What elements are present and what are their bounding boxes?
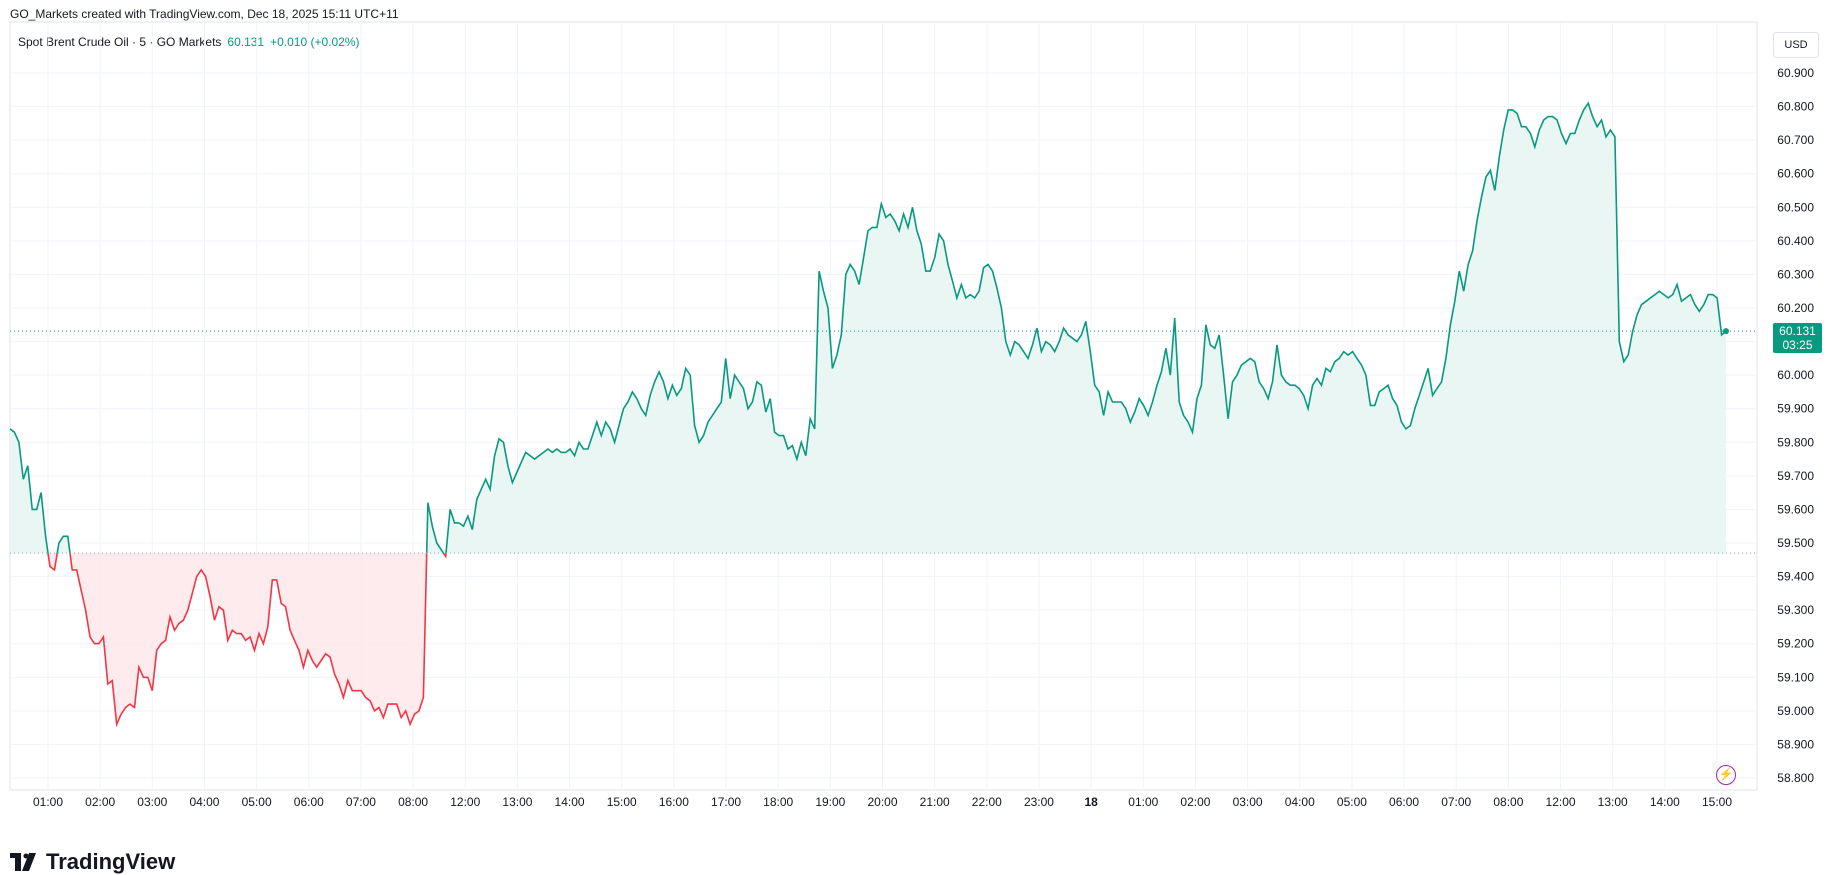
x-tick-label: 12:00 xyxy=(450,795,480,809)
x-tick-label: 12:00 xyxy=(1546,795,1576,809)
x-tick-label: 14:00 xyxy=(555,795,585,809)
x-tick-label: 03:00 xyxy=(1233,795,1263,809)
x-tick-label: 18 xyxy=(1084,795,1098,809)
x-tick-label: 15:00 xyxy=(607,795,637,809)
y-tick-label: 60.900 xyxy=(1777,66,1814,80)
area-fill-up xyxy=(10,428,49,554)
y-tick-label: 60.700 xyxy=(1777,133,1814,147)
symbol-title[interactable]: Spot Brent Crude Oil · 5 · GO Markets xyxy=(18,35,222,49)
x-tick-label: 07:00 xyxy=(1441,795,1471,809)
x-tick-label: 02:00 xyxy=(1180,795,1210,809)
x-tick-label: 05:00 xyxy=(242,795,272,809)
x-tick-label: 01:00 xyxy=(33,795,63,809)
y-tick-label: 59.600 xyxy=(1777,502,1814,516)
price-line-down xyxy=(69,552,428,728)
x-tick-label: 01:00 xyxy=(1128,795,1158,809)
y-tick-label: 59.400 xyxy=(1777,570,1814,584)
last-price-badge: 60.131 03:25 xyxy=(1773,323,1822,354)
x-tick-label: 07:00 xyxy=(346,795,376,809)
y-tick-label: 60.500 xyxy=(1777,200,1814,214)
price-line-up xyxy=(56,535,71,554)
last-price-dot xyxy=(1723,328,1729,335)
y-tick-label: 58.800 xyxy=(1777,771,1814,785)
chart-attribution: GO_Markets created with TradingView.com,… xyxy=(10,7,399,21)
x-tick-label: 05:00 xyxy=(1337,795,1367,809)
x-tick-label: 14:00 xyxy=(1650,795,1680,809)
y-tick-label: 59.500 xyxy=(1777,536,1814,550)
x-tick-label: 16:00 xyxy=(659,795,689,809)
y-tick-label: 59.200 xyxy=(1777,637,1814,651)
area-fill-down xyxy=(70,553,427,725)
price-line-down xyxy=(47,552,58,572)
x-tick-label: 22:00 xyxy=(972,795,1002,809)
brand-name: TradingView xyxy=(46,849,176,874)
x-tick-label: 13:00 xyxy=(1598,795,1628,809)
price-line-up xyxy=(445,101,1727,554)
lightning-icon[interactable]: ⚡ xyxy=(1716,765,1736,785)
y-tick-label: 60.800 xyxy=(1777,100,1814,114)
x-tick-label: 13:00 xyxy=(502,795,532,809)
x-tick-label: 03:00 xyxy=(137,795,167,809)
x-tick-label: 18:00 xyxy=(763,795,793,809)
y-tick-label: 59.900 xyxy=(1777,402,1814,416)
x-tick-label: 06:00 xyxy=(1389,795,1419,809)
x-tick-label: 20:00 xyxy=(867,795,897,809)
price-change: +0.010 (+0.02%) xyxy=(270,35,360,49)
y-tick-label: 59.000 xyxy=(1777,704,1814,718)
price-line-up xyxy=(9,428,49,554)
y-tick-label: 60.300 xyxy=(1777,267,1814,281)
badge-price: 60.131 xyxy=(1779,324,1816,339)
x-tick-label: 17:00 xyxy=(711,795,741,809)
price-line-up xyxy=(425,502,445,554)
y-tick-label: 59.300 xyxy=(1777,603,1814,617)
y-tick-label: 60.400 xyxy=(1777,234,1814,248)
x-tick-label: 19:00 xyxy=(815,795,845,809)
area-fill-up xyxy=(445,103,1726,554)
y-tick-label: 60.200 xyxy=(1777,301,1814,315)
y-tick-label: 59.100 xyxy=(1777,670,1814,684)
y-tick-label: 59.700 xyxy=(1777,469,1814,483)
y-tick-label: 59.800 xyxy=(1777,435,1814,449)
last-price: 60.131 xyxy=(227,35,265,49)
price-line-down xyxy=(442,552,447,559)
tradingview-logo[interactable]: TradingView xyxy=(10,849,175,875)
y-tick-label: 60.600 xyxy=(1777,167,1814,181)
currency-selector[interactable]: USD xyxy=(1773,32,1819,58)
x-tick-label: 02:00 xyxy=(85,795,115,809)
x-tick-label: 04:00 xyxy=(1285,795,1315,809)
x-tick-label: 08:00 xyxy=(398,795,428,809)
area-fill-up xyxy=(57,536,71,554)
area-fill-up xyxy=(426,502,444,554)
x-tick-label: 15:00 xyxy=(1702,795,1732,809)
x-tick-label: 21:00 xyxy=(920,795,950,809)
x-tick-label: 23:00 xyxy=(1024,795,1054,809)
y-tick-label: 60.000 xyxy=(1777,368,1814,382)
symbol-legend[interactable]: Spot Brent Crude Oil · 5 · GO Markets 60… xyxy=(18,35,360,49)
x-tick-label: 06:00 xyxy=(294,795,324,809)
badge-countdown: 03:25 xyxy=(1782,338,1813,353)
x-tick-label: 04:00 xyxy=(189,795,219,809)
tradingview-mark-icon xyxy=(10,853,40,871)
x-tick-label: 08:00 xyxy=(1493,795,1523,809)
y-tick-label: 58.900 xyxy=(1777,737,1814,751)
